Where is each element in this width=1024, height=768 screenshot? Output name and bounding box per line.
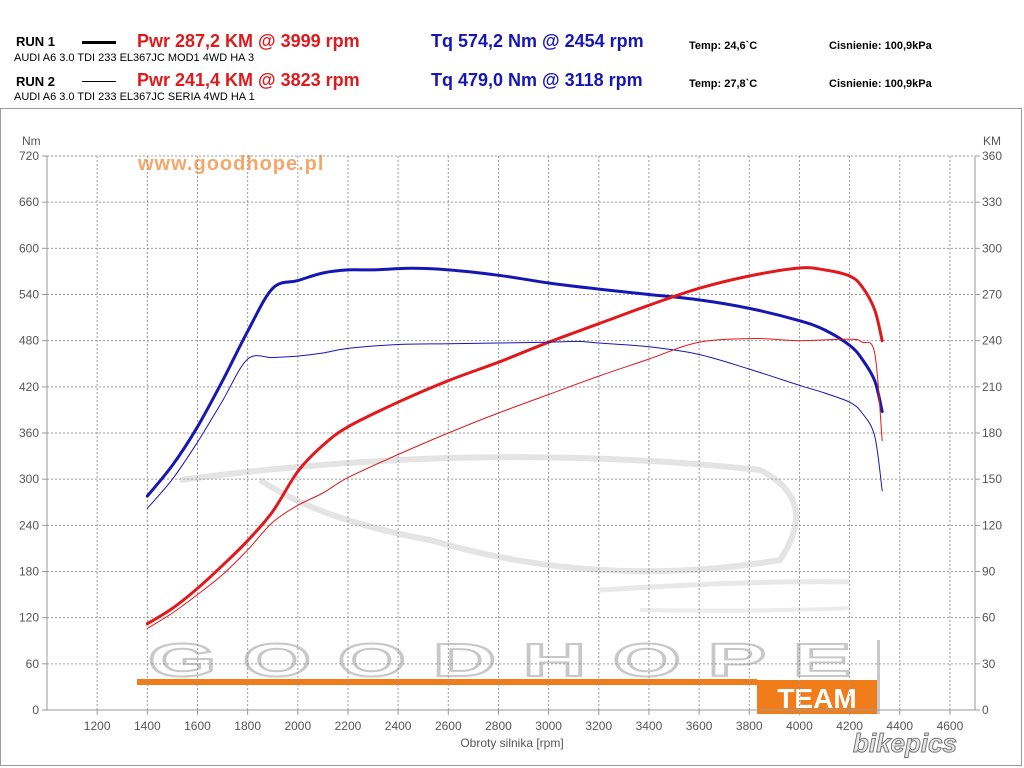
torque-curve-run1 — [145, 266, 884, 498]
left-tick-label: 420 — [19, 380, 39, 394]
right-axis-unit: KM — [983, 134, 1001, 148]
left-tick-label: 360 — [19, 426, 39, 440]
run2-torque: Tq 479,0 Nm @ 3118 rpm — [431, 70, 643, 90]
right-tick-label: 270 — [982, 288, 1002, 302]
right-tick-label: 60 — [982, 611, 996, 625]
left-axis-unit: Nm — [22, 134, 41, 148]
watermark-swoosh-3 — [639, 606, 851, 613]
x-tick-label: 2600 — [435, 719, 462, 733]
right-tick-label: 360 — [982, 149, 1002, 163]
run1-temp: Temp: 24,6`C — [689, 40, 758, 52]
team-label: TEAM — [777, 683, 856, 714]
run1-label: RUN 1 — [16, 34, 56, 49]
run2-label: RUN 2 — [16, 74, 56, 89]
right-tick-label: 240 — [982, 334, 1002, 348]
left-tick-label: 540 — [19, 288, 39, 302]
header-panel: RUN 1 Pwr 287,2 KM @ 3999 rpm Tq 574,2 N… — [0, 0, 1024, 106]
x-tick-label: 3600 — [686, 719, 713, 733]
team-badge — [757, 680, 879, 714]
right-tick-label: 180 — [982, 426, 1002, 440]
run2-temp: Temp: 27,8`C — [689, 78, 758, 90]
right-tick-label: 330 — [982, 195, 1002, 209]
x-tick-label: 4400 — [886, 719, 913, 733]
left-tick-label: 0 — [32, 703, 39, 717]
right-tick-label: 90 — [982, 565, 996, 579]
run2-car: AUDI A6 3.0 TDI 233 EL367JC SERIA 4WD HA… — [14, 91, 255, 103]
watermark-swoosh-2 — [599, 579, 851, 593]
left-tick-label: 120 — [19, 611, 39, 625]
watermark-swoosh-1 — [179, 454, 799, 575]
x-tick-label: 2000 — [284, 719, 311, 733]
power-curve-run2 — [146, 337, 883, 629]
run1-pressure: Cisnienie: 100,9kPa — [829, 40, 932, 52]
right-tick-label: 30 — [982, 657, 996, 671]
x-tick-label: 3800 — [736, 719, 763, 733]
left-tick-label: 180 — [19, 565, 39, 579]
power-curve-run1 — [145, 266, 884, 626]
watermark-orange-bar — [137, 679, 757, 685]
left-tick-label: 600 — [19, 241, 39, 255]
photo-watermark: bikepics — [853, 728, 957, 758]
run1-torque: Tq 574,2 Nm @ 2454 rpm — [431, 31, 644, 51]
right-tick-label: 120 — [982, 518, 1002, 532]
right-tick-label: 150 — [982, 472, 1002, 486]
grid-layer — [42, 155, 980, 715]
x-tick-label: 4600 — [937, 719, 964, 733]
run2-line-swatch — [82, 81, 116, 82]
left-tick-label: 720 — [19, 149, 39, 163]
x-tick-label: 3000 — [535, 719, 562, 733]
x-tick-label: 1800 — [234, 719, 261, 733]
left-tick-label: 300 — [19, 472, 39, 486]
run2-power: Pwr 241,4 KM @ 3823 rpm — [137, 70, 360, 90]
x-tick-label: 1200 — [84, 719, 111, 733]
x-tick-label: 2400 — [385, 719, 412, 733]
x-tick-label: 1600 — [184, 719, 211, 733]
watermark-brand: GOODHOPE — [148, 634, 878, 686]
right-tick-label: 300 — [982, 241, 1002, 255]
run1-line-swatch — [82, 41, 116, 44]
torque-curve-run2 — [146, 340, 883, 509]
run2-pressure: Cisnienie: 100,9kPa — [829, 78, 932, 90]
x-tick-label: 1400 — [134, 719, 161, 733]
series-layer — [145, 266, 884, 629]
left-tick-label: 480 — [19, 334, 39, 348]
left-tick-label: 60 — [26, 657, 40, 671]
x-tick-label: 3400 — [636, 719, 663, 733]
x-tick-label: 4000 — [786, 719, 813, 733]
run1-power: Pwr 287,2 KM @ 3999 rpm — [137, 31, 360, 51]
watermark-layer: www.goodhope.pl GOODHOPE TEAM — [137, 153, 880, 714]
right-tick-label: 210 — [982, 380, 1002, 394]
x-tick-label: 3200 — [585, 719, 612, 733]
watermark-url: www.goodhope.pl — [137, 153, 324, 175]
x-axis-label: Obroty silnika [rpm] — [460, 736, 563, 750]
x-tick-label: 4200 — [836, 719, 863, 733]
chart-frame — [0, 108, 1022, 766]
left-tick-label: 240 — [19, 518, 39, 532]
axes-layer: Nm KM Obroty silnika [rpm] 0 60 120 180 240 3… — [19, 134, 1002, 750]
left-tick-label: 660 — [19, 195, 39, 209]
run1-car: AUDI A6 3.0 TDI 233 EL367JC MOD1 4WD HA … — [14, 52, 255, 64]
right-tick-label: 0 — [982, 703, 989, 717]
team-badge-edge — [877, 640, 880, 714]
x-tick-label: 2800 — [485, 719, 512, 733]
x-tick-label: 2200 — [335, 719, 362, 733]
